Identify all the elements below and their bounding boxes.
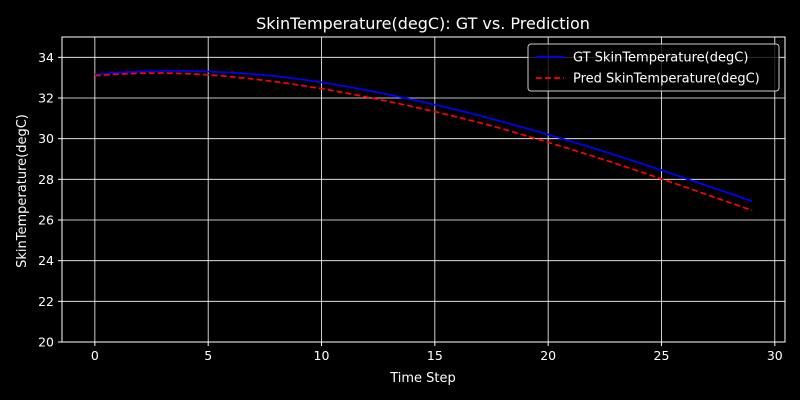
x-tick-label: 25 [654,348,670,363]
chart-title: SkinTemperature(degC): GT vs. Prediction [256,14,590,33]
y-tick-label: 28 [38,172,54,187]
series-line-pred [94,72,753,212]
y-tick-label: 24 [38,253,54,268]
x-tick-label: 0 [91,348,99,363]
series-line-gt [94,70,753,203]
x-tick-label: 5 [204,348,212,363]
y-tick-label: 32 [38,91,54,106]
y-tick-label: 30 [38,131,54,146]
y-axis-label: SkinTemperature(degC) [15,114,30,268]
legend-entry: GT SkinTemperature(degC) [573,51,748,66]
x-tick-label: 15 [427,348,443,363]
x-tick-label: 30 [767,348,783,363]
x-tick-label: 10 [314,348,330,363]
legend-entry: Pred SkinTemperature(degC) [573,72,760,87]
plot-frame [61,36,786,343]
y-tick-label: 22 [38,294,54,309]
x-axis-label: Time Step [389,371,456,386]
y-tick-label: 34 [38,50,54,65]
x-tick-label: 20 [540,348,556,363]
legend-box [527,43,780,92]
y-tick-label: 20 [38,335,54,350]
y-tick-label: 26 [38,213,54,228]
plot-area: 0 5 10 15 20 25 30 20 22 24 26 28 30 32 34 GT SkinTempe… [38,36,786,363]
